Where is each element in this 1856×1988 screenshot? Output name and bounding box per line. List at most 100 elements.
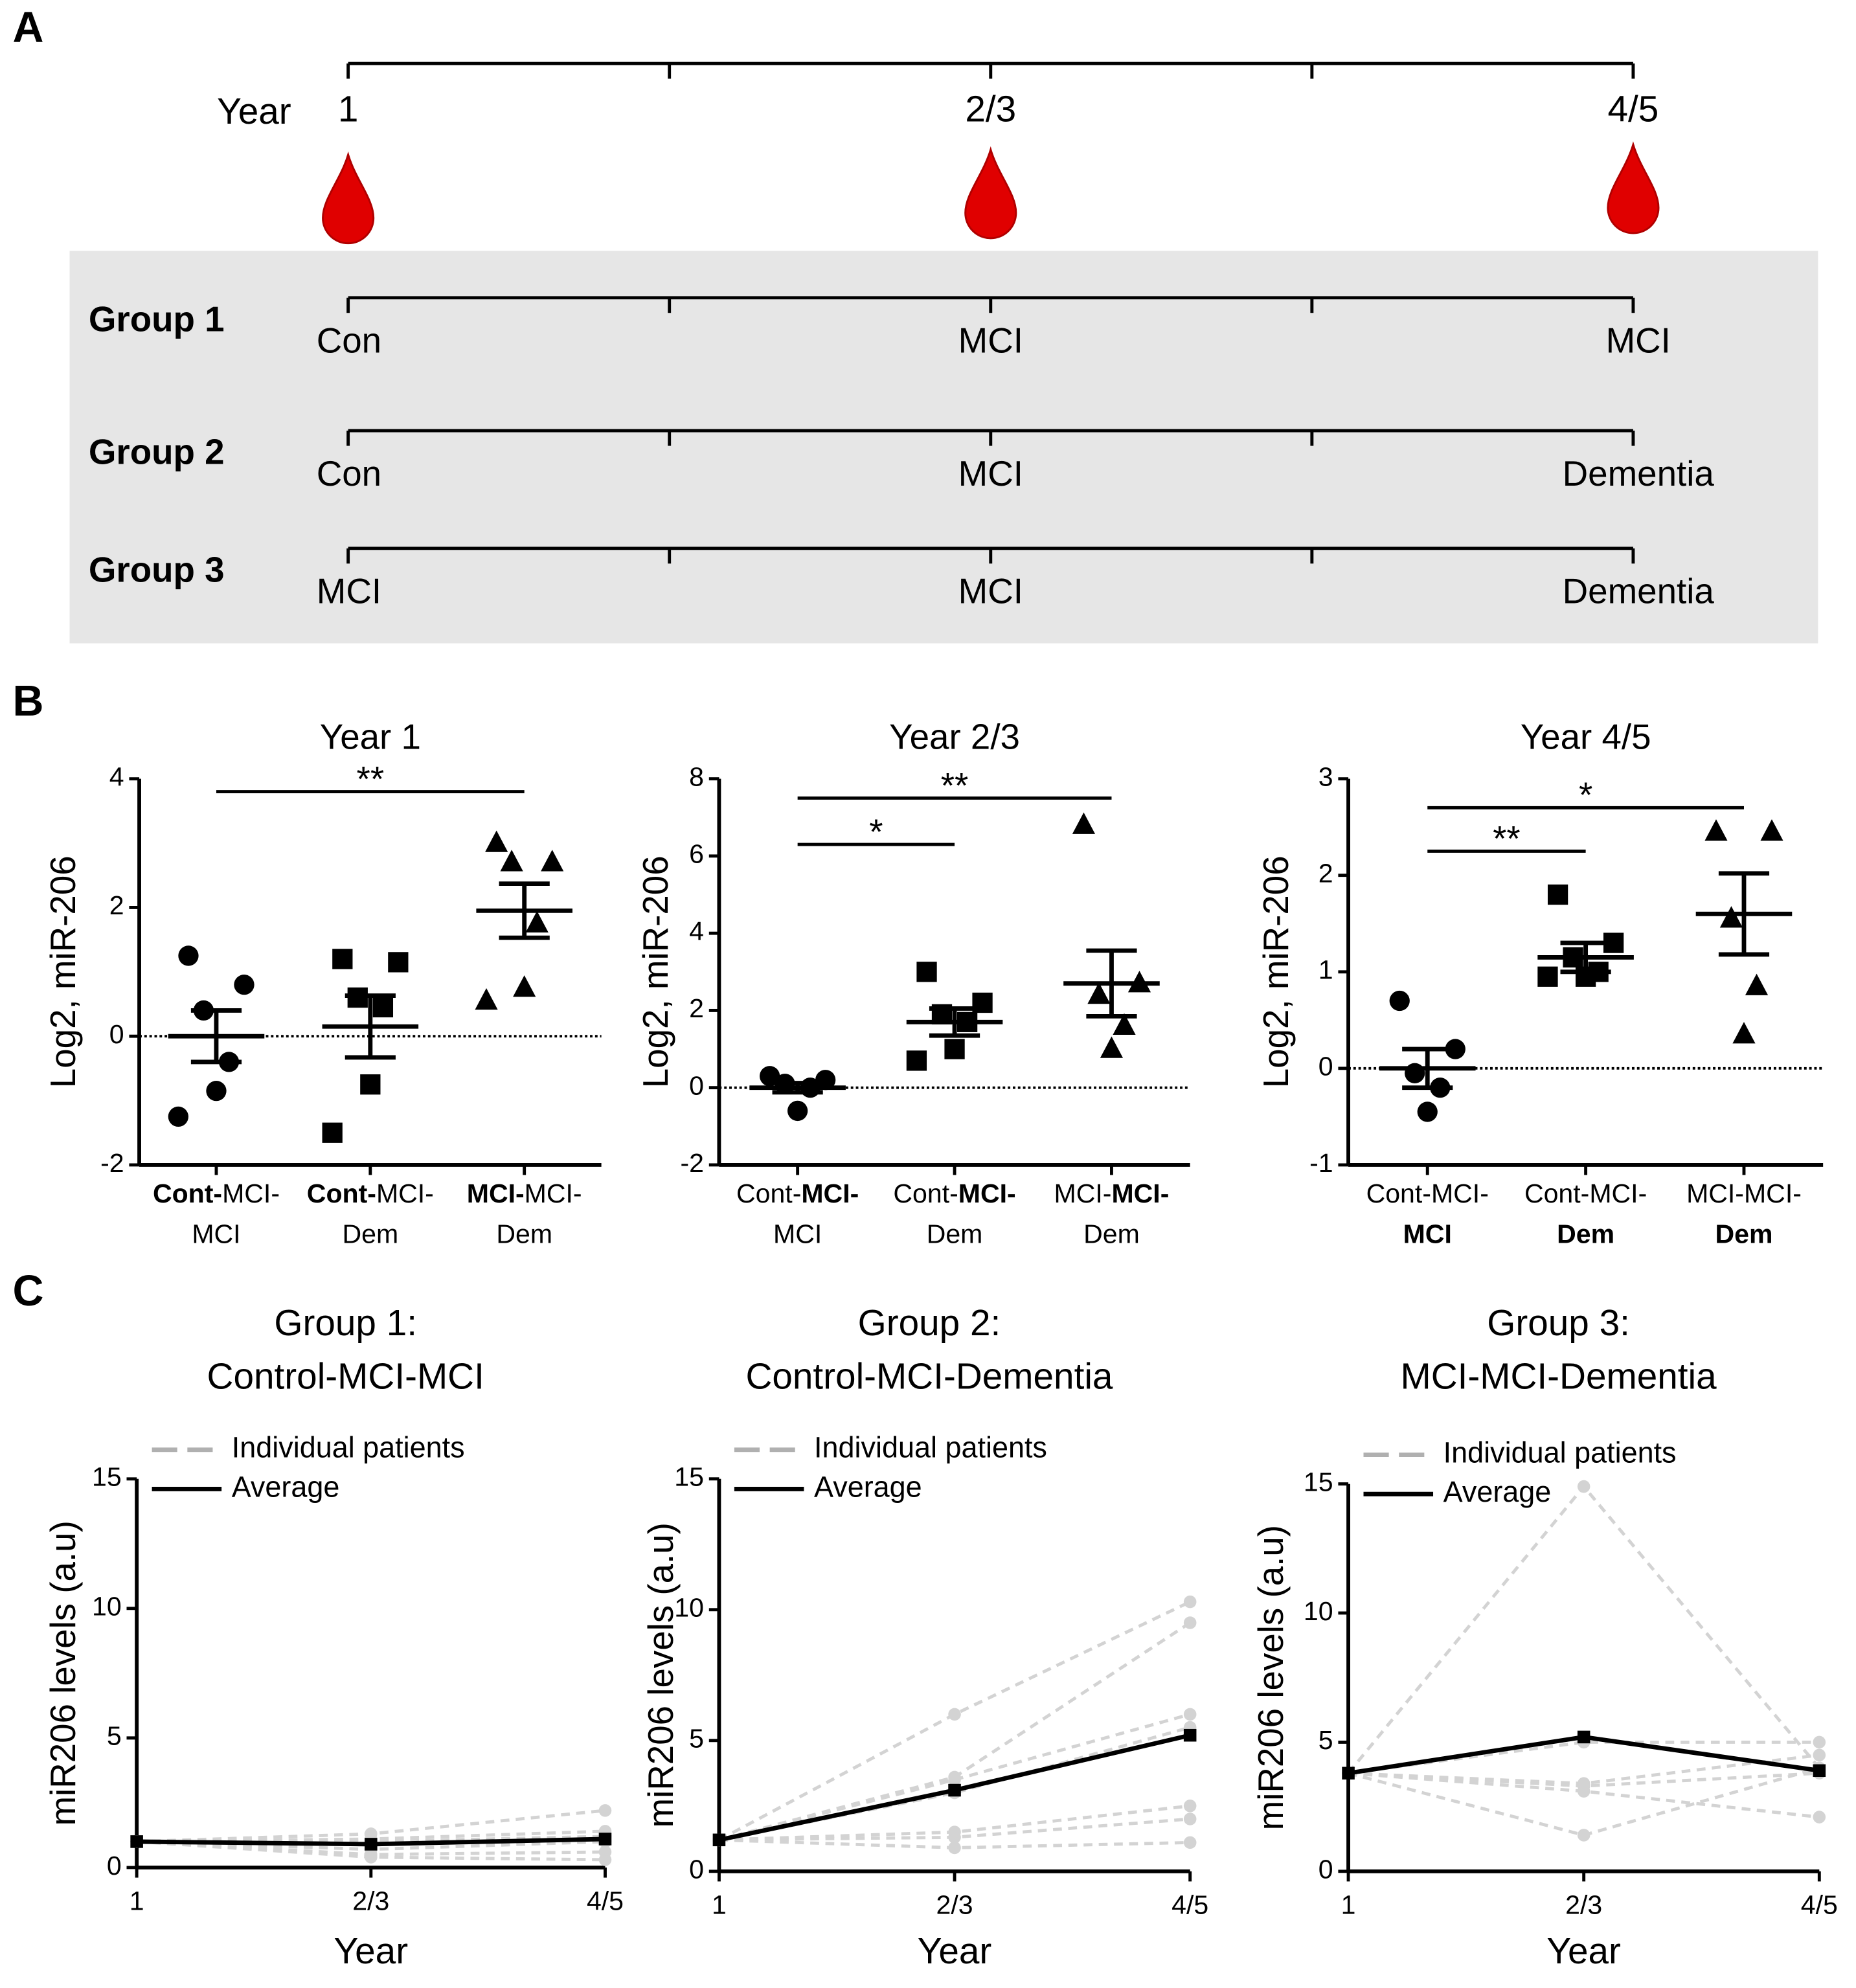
y-tick-label: -1 (1309, 1148, 1333, 1178)
patient-point (1183, 1836, 1197, 1849)
legend-label: Average (232, 1470, 340, 1503)
legend-label: Average (814, 1470, 922, 1503)
x-tick-label-part: MCI- (1589, 1179, 1647, 1208)
data-point (332, 949, 353, 969)
data-point (1100, 1036, 1124, 1058)
x-tick-label-part: MCI- (222, 1179, 280, 1208)
chart-title: Group 1: (274, 1303, 417, 1344)
y-tick-label: -2 (680, 1148, 704, 1178)
average-point (598, 1833, 612, 1846)
chart-title: Control-MCI-MCI (207, 1356, 484, 1397)
data-point (388, 952, 409, 973)
patient-point (1183, 1813, 1197, 1825)
x-tick-label-part: MCI- (1111, 1179, 1169, 1208)
data-point (234, 975, 255, 995)
x-tick-label-part: Dem (496, 1219, 552, 1248)
significance-label: ** (941, 765, 969, 805)
data-point (1389, 990, 1410, 1011)
y-axis-label: Log2, miR-206 (43, 855, 83, 1088)
data-point (475, 988, 498, 1010)
y-tick-label: -2 (100, 1148, 124, 1178)
legend-label: Individual patients (1443, 1436, 1677, 1469)
data-point (178, 945, 199, 966)
significance-label: ** (1493, 818, 1521, 858)
patient-point (948, 1831, 961, 1844)
data-point (372, 997, 394, 1018)
y-tick-label: 2 (1318, 859, 1333, 888)
stage-label: MCI (317, 571, 381, 611)
data-point (513, 975, 536, 997)
x-tick-label-part: MCI (192, 1219, 240, 1248)
y-axis-label: Log2, miR-206 (1256, 855, 1296, 1088)
data-point (1547, 884, 1568, 905)
year-value: 4/5 (1608, 89, 1659, 130)
stage-label: MCI (958, 321, 1023, 361)
x-tick-label-part: Dem (1557, 1219, 1614, 1248)
data-point (485, 830, 508, 852)
x-tick-label-part: Cont- (1524, 1179, 1589, 1208)
data-point (1537, 966, 1558, 987)
y-tick-label: 1 (1318, 955, 1333, 985)
significance-label: * (1579, 774, 1592, 815)
blood-drop-icon (322, 151, 375, 245)
data-point (906, 1050, 927, 1071)
stage-label: Con (317, 453, 381, 493)
y-tick-label: 5 (689, 1724, 704, 1754)
legend-label: Individual patients (232, 1431, 465, 1464)
y-axis-label: miR206 levels (a.u) (1251, 1525, 1291, 1830)
x-tick-label-part: MCI- (376, 1179, 434, 1208)
x-tick-label: 1 (130, 1886, 144, 1916)
y-tick-label: 3 (1318, 762, 1333, 791)
average-point (1813, 1764, 1826, 1778)
x-tick-label-part: MCI- (958, 1179, 1016, 1208)
stage-label: MCI (958, 571, 1023, 611)
patient-point (1183, 1616, 1197, 1629)
significance-label: * (869, 811, 883, 852)
data-point (1417, 1101, 1438, 1122)
patient-point (1813, 1748, 1826, 1762)
x-tick-label: Cont-MCI- MCI (1366, 1179, 1489, 1249)
average-point (1577, 1730, 1590, 1744)
x-tick-label-part: Cont- (736, 1179, 801, 1208)
y-tick-label: 10 (1304, 1596, 1333, 1626)
significance-label: ** (357, 758, 385, 798)
average-point (712, 1833, 726, 1847)
y-tick-label: 6 (689, 839, 704, 869)
y-tick-label: 15 (1304, 1467, 1333, 1497)
data-point (944, 1039, 965, 1059)
y-tick-label: 2 (689, 993, 704, 1023)
data-point (168, 1106, 188, 1127)
x-tick-label-part: MCI (773, 1219, 822, 1248)
data-point (1445, 1039, 1466, 1059)
group-panel-background (69, 251, 1818, 644)
data-point (360, 1074, 381, 1095)
x-tick-label: MCI-MCI- Dem (1686, 1179, 1802, 1249)
patient-point (1183, 1708, 1197, 1721)
x-tick-label-part: MCI- (525, 1179, 582, 1208)
panel-label: A (13, 4, 44, 52)
patient-point (598, 1804, 612, 1817)
y-tick-label: 0 (1318, 1855, 1333, 1884)
x-tick-label-part: Cont- (153, 1179, 222, 1208)
chart-title: Year 2/3 (889, 717, 1020, 757)
patient-point (948, 1773, 961, 1787)
group-name: Group 2 (89, 432, 225, 472)
y-tick-label: 0 (1318, 1052, 1333, 1081)
chart-title: MCI-MCI-Dementia (1400, 1356, 1717, 1397)
x-tick-label: 1 (1341, 1890, 1356, 1919)
group-name: Group 1 (89, 299, 225, 339)
blood-drop-icon (1607, 141, 1660, 234)
x-tick-label: 2/3 (352, 1886, 389, 1916)
patient-point (1183, 1800, 1197, 1813)
legend-label: Individual patients (814, 1431, 1047, 1464)
y-tick-label: 4 (109, 762, 124, 791)
y-tick-label: 0 (689, 1855, 704, 1884)
data-point (1732, 1022, 1756, 1044)
x-tick-label-part: MCI- (467, 1179, 525, 1208)
blood-drop-icon (964, 146, 1017, 240)
x-tick-label-part: Cont- (1366, 1179, 1431, 1208)
x-tick-label: 4/5 (1171, 1890, 1208, 1919)
patient-point (1577, 1785, 1590, 1798)
average-point (130, 1835, 143, 1848)
